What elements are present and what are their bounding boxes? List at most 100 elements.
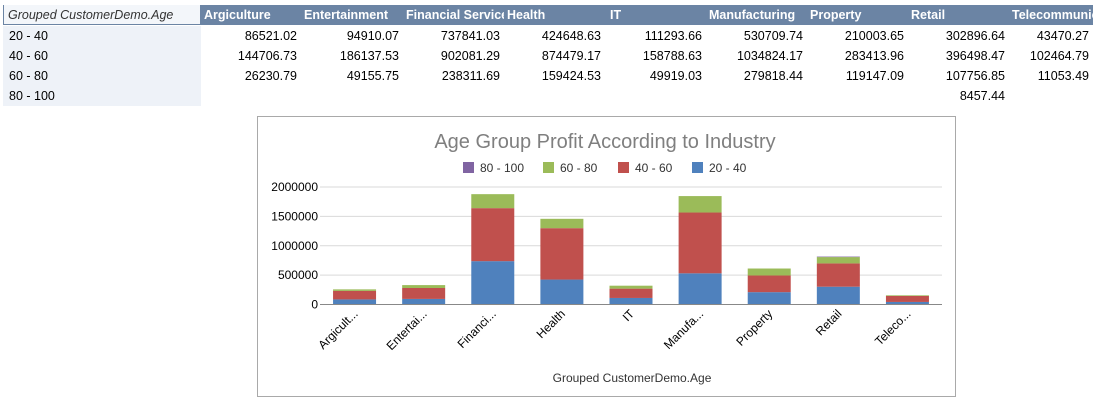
row-label[interactable]: 20 - 40 (3, 26, 201, 46)
value-cell[interactable]: 737841.03 (440, 29, 500, 43)
bar-segment (885, 295, 929, 296)
x-tick-label: Entertai... (384, 307, 430, 353)
chart-title: Age Group Profit According to Industry (434, 131, 775, 153)
column-header[interactable]: Entertainment (301, 5, 403, 25)
value-cell[interactable]: 8457.44 (959, 89, 1005, 103)
value-cell[interactable]: 283413.96 (844, 49, 904, 63)
legend-label: 20 - 40 (709, 161, 747, 175)
table-row: 20 - 40 86521.02 94910.07 737841.03 4246… (0, 26, 1093, 46)
bar-segment (609, 297, 653, 305)
value-cell[interactable] (504, 86, 605, 106)
bar-segment (540, 218, 584, 229)
bar-segment (609, 285, 653, 289)
y-tick-label: 500000 (278, 268, 318, 282)
bar-segment (816, 257, 860, 264)
value-cell[interactable]: 902081.29 (440, 49, 500, 63)
value-cell[interactable]: 11053.49 (1037, 69, 1089, 83)
bar-segment (471, 208, 515, 262)
bar-segment (540, 279, 584, 305)
stacked-bar-chart: Age Group Profit According to Industry 8… (271, 131, 942, 385)
value-cell[interactable] (1009, 86, 1093, 106)
column-header[interactable]: Argiculture (201, 5, 301, 25)
table-row: 40 - 60 144706.73 186137.53 902081.29 87… (0, 46, 1093, 66)
bar-segment (333, 299, 377, 305)
bar-segment (747, 292, 791, 305)
bar-segment (471, 261, 515, 305)
value-cell[interactable]: 302896.64 (945, 29, 1005, 43)
x-tick-label: Argicult... (315, 307, 360, 352)
value-cell[interactable]: 86521.02 (244, 29, 297, 43)
value-cell[interactable]: 1034824.17 (736, 49, 803, 63)
bars (333, 194, 929, 305)
bar-segment (816, 286, 860, 305)
value-cell[interactable] (605, 86, 706, 106)
bar-segment (816, 263, 860, 287)
legend-swatch (618, 162, 629, 173)
y-tick-label: 2000000 (271, 180, 318, 194)
row-field-header[interactable]: Grouped CustomerDemo.Age (3, 5, 201, 25)
row-label[interactable]: 40 - 60 (3, 46, 201, 66)
value-cell[interactable]: 396498.47 (945, 49, 1005, 63)
value-cell[interactable]: 26230.79 (244, 69, 297, 83)
value-cell[interactable]: 144706.73 (237, 49, 297, 63)
value-cell[interactable]: 43470.27 (1036, 29, 1089, 43)
value-cell[interactable]: 238311.69 (441, 69, 500, 83)
x-axis-title: Grouped CustomerDemo.Age (553, 371, 712, 385)
column-header[interactable]: Telecommunications (1009, 5, 1093, 25)
chart-container[interactable]: Age Group Profit According to Industry 8… (257, 116, 956, 397)
bar-segment (402, 298, 446, 305)
legend-swatch (692, 162, 703, 173)
value-cell[interactable] (807, 86, 908, 106)
column-header[interactable]: IT (605, 5, 706, 25)
chart-legend: 80 - 100 60 - 80 40 - 60 20 - 40 (463, 161, 747, 175)
bar-segment (471, 194, 515, 209)
bar-segment (678, 212, 722, 274)
value-cell[interactable]: 210003.65 (844, 29, 904, 43)
legend-label: 60 - 80 (560, 161, 598, 175)
value-cell[interactable] (706, 86, 807, 106)
value-cell[interactable]: 119147.09 (845, 69, 904, 83)
bar-segment (333, 289, 377, 291)
bar-segment (678, 273, 722, 305)
column-header[interactable]: Retail (908, 5, 1009, 25)
legend-swatch (463, 162, 474, 173)
legend-swatch (543, 162, 554, 173)
x-tick-label: Property (733, 307, 775, 349)
value-cell[interactable] (201, 86, 301, 106)
column-header[interactable]: Health (504, 5, 605, 25)
y-tick-label: 0 (311, 298, 318, 312)
value-cell[interactable]: 107756.85 (945, 69, 1005, 83)
value-cell[interactable]: 279818.44 (743, 69, 803, 83)
value-cell[interactable]: 102464.79 (1029, 49, 1089, 63)
y-tick-label: 1000000 (271, 239, 318, 253)
value-cell[interactable] (403, 86, 504, 106)
bar-segment (747, 275, 791, 293)
row-label[interactable]: 80 - 100 (3, 86, 201, 106)
x-tick-label: Retail (813, 307, 845, 339)
column-header[interactable]: Manufacturing (706, 5, 807, 25)
bar-segment (402, 287, 446, 299)
value-cell[interactable]: 49155.75 (346, 69, 399, 83)
x-tick-label: IT (620, 306, 638, 324)
value-cell[interactable]: 874479.17 (541, 49, 601, 63)
table-row: 80 - 100 8457.44 (0, 86, 1093, 106)
row-label[interactable]: 60 - 80 (3, 66, 201, 86)
x-tick-label: Financi... (455, 307, 499, 351)
value-cell[interactable]: 530709.74 (743, 29, 803, 43)
value-cell[interactable]: 111293.66 (644, 29, 702, 43)
table-row: 60 - 80 26230.79 49155.75 238311.69 1594… (0, 66, 1093, 86)
value-cell[interactable]: 94910.07 (346, 29, 399, 43)
y-axis-ticks: 2000000 1500000 1000000 500000 0 (271, 180, 318, 312)
bar-segment (333, 290, 377, 300)
value-cell[interactable]: 159424.53 (541, 69, 601, 83)
column-header[interactable]: Property (807, 5, 908, 25)
x-tick-label: Manufa... (661, 307, 706, 352)
bar-segment (885, 301, 929, 305)
column-header[interactable]: Financial Services (403, 5, 504, 25)
value-cell[interactable] (301, 86, 403, 106)
value-cell[interactable]: 424648.63 (541, 29, 601, 43)
value-cell[interactable]: 158788.63 (642, 49, 702, 63)
value-cell[interactable]: 186137.53 (339, 49, 399, 63)
value-cell[interactable]: 49919.03 (649, 69, 702, 83)
bar-segment (678, 196, 722, 213)
